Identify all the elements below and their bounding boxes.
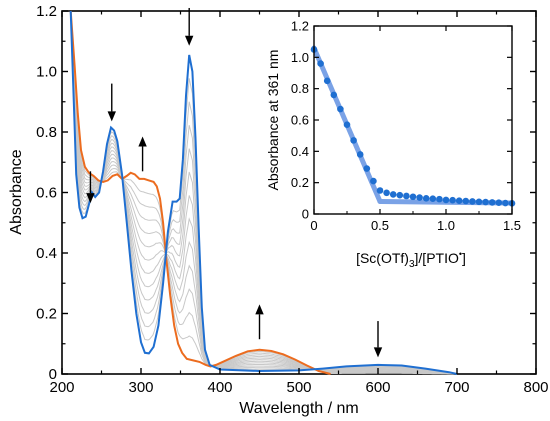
x-tick-label: 600 [365,379,390,396]
inset-y-tick-label: 0.4 [291,144,309,159]
change-arrow-down [373,321,383,358]
inset-x-tick-label: 0 [310,218,317,233]
main-y-ticks: 0 0.2 0.4 0.6 0.8 1.0 1.2 [36,3,536,383]
inset-x-ticks: 0 0.5 1.0 1.5 [310,26,521,233]
inset-data-point [495,199,503,207]
intermediate-spectrum [70,10,457,375]
final-spectrum-line [69,10,331,375]
inset-data-point [376,187,384,194]
inset-data-point [482,198,489,206]
x-tick-label: 500 [286,379,311,396]
change-arrow-up [255,304,264,340]
inset-data-point [502,199,509,207]
inset-data-point [442,196,450,204]
inset-data-point [356,151,364,158]
x-tick-label: 700 [444,379,469,396]
inset-data-point [422,195,430,202]
main-series-group [69,10,458,375]
y-tick-label: 0.4 [36,245,57,262]
inset-data-point [436,195,443,203]
intermediate-spectrum [70,10,457,375]
y-tick-label: 0.8 [36,124,57,141]
inset-x-axis-label: [Sc(OTf)3]/[PTIO•] [356,249,466,270]
y-tick-label: 0.6 [36,185,57,202]
inset-y-axis-label: Absorbance at 361 nm [265,50,281,191]
inset-data-point [429,195,437,202]
inset-y-tick-label: 0.8 [291,81,309,96]
y-tick-label: 1.2 [36,3,57,20]
change-arrow-down [184,7,194,46]
inset-y-tick-label: 0.6 [291,113,309,128]
intermediate-spectrum [70,10,457,375]
inset-data-point [350,137,357,144]
inset-data-point [370,177,377,185]
x-tick-label: 800 [523,379,548,396]
inset-data-point [317,60,324,67]
inset-x-tick-label: 0.5 [371,218,389,233]
change-arrow-down [107,83,116,122]
intermediate-spectrum [70,10,457,375]
main-y-axis-label: Absorbance [8,149,25,234]
inset-y-tick-label: 1.2 [291,19,309,34]
inset-data-point [455,197,463,204]
y-tick-label: 0.2 [36,306,57,323]
intermediate-spectrum [70,10,457,375]
inset-data-point [383,189,390,197]
inset-data-point [337,105,344,113]
intermediate-spectrum [70,10,457,375]
change-arrow-up [138,136,147,172]
intermediate-spectrum [70,10,457,375]
change-arrow-down [86,171,95,204]
inset-points [310,46,516,207]
main-arrows [86,7,383,358]
initial-spectrum-line [69,10,458,375]
x-tick-label: 400 [207,379,232,396]
inset-data-point [323,77,331,85]
inset-data-point [330,91,338,99]
intermediate-spectrum [70,10,457,375]
intermediate-spectrum [70,10,457,375]
main-x-axis-label: Wavelength / nm [239,400,358,417]
intermediate-spectrum [70,10,457,375]
inset-data-point [462,197,470,205]
inset-y-tick-label: 1.0 [291,50,309,65]
inset-data-point [469,198,476,205]
main-x-ticks: 200 300 400 500 600 700 800 [49,11,549,396]
inset-data-point [363,165,371,172]
inset-y-tick-label: 0 [302,207,309,222]
inset-y-ticks: 0 0.2 0.4 0.6 0.8 1.0 1.2 [291,19,512,222]
intermediate-spectrum [70,10,457,375]
inset-y-tick-label: 0.2 [291,175,309,190]
inset-data-point [343,121,351,128]
y-tick-label: 1.0 [36,64,57,81]
inset-data-point [449,196,456,204]
inset-data-point [416,194,423,201]
inset-data-point [396,191,404,199]
inset-data-point [475,198,483,206]
x-tick-label: 200 [49,379,74,396]
inset-data-point [409,193,417,201]
inset-data-point [488,199,496,206]
y-tick-label: 0 [49,366,57,383]
x-tick-label: 300 [128,379,153,396]
inset-data-point [403,192,410,200]
inset-data-point [389,191,397,198]
inset-x-tick-label: 1.5 [503,218,521,233]
inset-x-tick-label: 1.0 [437,218,455,233]
